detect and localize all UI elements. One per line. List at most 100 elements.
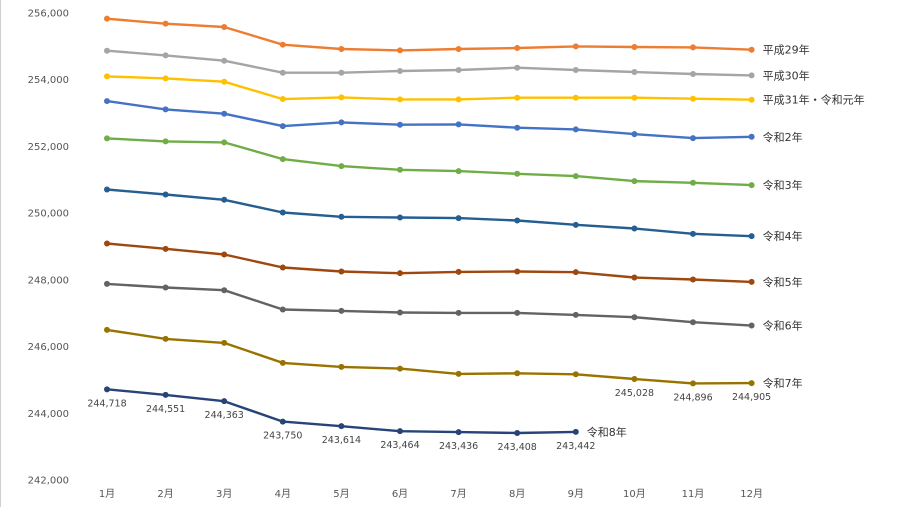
- data-point: [631, 69, 638, 76]
- x-tick-label: 7月: [450, 488, 466, 500]
- data-point: [748, 233, 755, 240]
- data-point: [748, 72, 755, 79]
- series-label: 令和8年: [587, 425, 627, 439]
- data-point: [279, 96, 286, 103]
- data-point: [455, 96, 462, 103]
- series-line: [106, 99, 752, 140]
- x-tick-label: 11月: [682, 488, 705, 500]
- series-label: 令和6年: [763, 319, 803, 333]
- data-point: [690, 44, 696, 51]
- data-point: [690, 71, 696, 78]
- x-tick-label: 12月: [740, 488, 763, 500]
- data-point: [221, 398, 228, 405]
- data-point: [162, 138, 169, 145]
- data-point: [397, 214, 403, 221]
- data-point: [279, 41, 286, 48]
- series-line: [106, 188, 752, 238]
- data-point: [514, 430, 521, 437]
- data-point: [221, 339, 228, 346]
- data-label: 245,028: [615, 388, 654, 399]
- series-line: [106, 328, 752, 385]
- data-point: [104, 240, 110, 247]
- data-point: [162, 52, 169, 59]
- data-label: 243,614: [322, 435, 361, 446]
- data-point: [572, 94, 579, 101]
- data-point: [572, 428, 579, 435]
- data-point: [455, 46, 462, 53]
- series-line: [106, 282, 752, 327]
- y-tick-label: 248,000: [28, 275, 69, 286]
- data-point: [572, 67, 579, 74]
- x-tick-label: 10月: [623, 488, 646, 500]
- data-point: [514, 217, 521, 224]
- data-point: [572, 221, 579, 228]
- data-label: 243,408: [498, 442, 537, 453]
- data-point: [690, 95, 696, 102]
- x-tick-label: 5月: [333, 488, 349, 500]
- data-point: [455, 309, 462, 316]
- series-label: 平成31年・令和元年: [763, 93, 865, 107]
- data-point: [279, 359, 286, 366]
- data-point: [514, 64, 521, 71]
- data-point: [514, 45, 521, 52]
- data-label: 243,464: [380, 440, 419, 451]
- data-point: [514, 370, 521, 377]
- data-point: [162, 284, 169, 291]
- data-point: [397, 68, 403, 75]
- series-line: [106, 17, 752, 52]
- data-point: [690, 230, 696, 237]
- data-label: 243,750: [263, 431, 302, 442]
- series-label: 令和3年: [763, 178, 803, 192]
- data-point: [631, 274, 638, 281]
- data-label: 244,896: [673, 392, 712, 403]
- data-point: [514, 170, 521, 177]
- x-tick-label: 4月: [275, 488, 291, 500]
- data-point: [572, 311, 579, 318]
- y-tick-label: 242,000: [28, 476, 69, 487]
- data-point: [572, 269, 579, 276]
- data-point: [748, 322, 755, 329]
- data-point: [338, 423, 345, 430]
- x-tick-label: 6月: [392, 488, 408, 500]
- data-point: [748, 96, 755, 103]
- data-point: [690, 179, 696, 186]
- data-point: [338, 363, 345, 370]
- x-tick-label: 3月: [216, 488, 232, 500]
- data-point: [279, 264, 286, 271]
- data-point: [338, 94, 345, 101]
- x-tick-label: 2月: [157, 488, 173, 500]
- data-point: [690, 276, 696, 283]
- series-line: [106, 49, 752, 77]
- data-point: [572, 371, 579, 378]
- data-point: [397, 96, 403, 103]
- data-point: [631, 178, 638, 185]
- data-point: [162, 106, 169, 113]
- data-point: [221, 110, 228, 117]
- data-point: [279, 123, 286, 130]
- data-point: [397, 428, 403, 435]
- data-point: [221, 287, 228, 294]
- data-point: [514, 94, 521, 101]
- data-point: [514, 309, 521, 316]
- data-point: [162, 191, 169, 198]
- series-label: 令和5年: [763, 275, 803, 289]
- series-label: 平成30年: [763, 68, 810, 82]
- data-point: [514, 268, 521, 275]
- data-point: [397, 270, 403, 277]
- data-point: [104, 386, 110, 393]
- data-point: [572, 43, 579, 50]
- data-point: [631, 225, 638, 232]
- data-point: [455, 370, 462, 377]
- data-point: [338, 69, 345, 76]
- data-point: [455, 429, 462, 436]
- data-point: [221, 78, 228, 85]
- data-label: 244,718: [87, 398, 126, 409]
- data-point: [455, 215, 462, 222]
- data-point: [338, 163, 345, 170]
- data-point: [338, 46, 345, 53]
- data-point: [397, 121, 403, 128]
- data-point: [572, 126, 579, 133]
- data-point: [397, 47, 403, 54]
- data-point: [690, 380, 696, 387]
